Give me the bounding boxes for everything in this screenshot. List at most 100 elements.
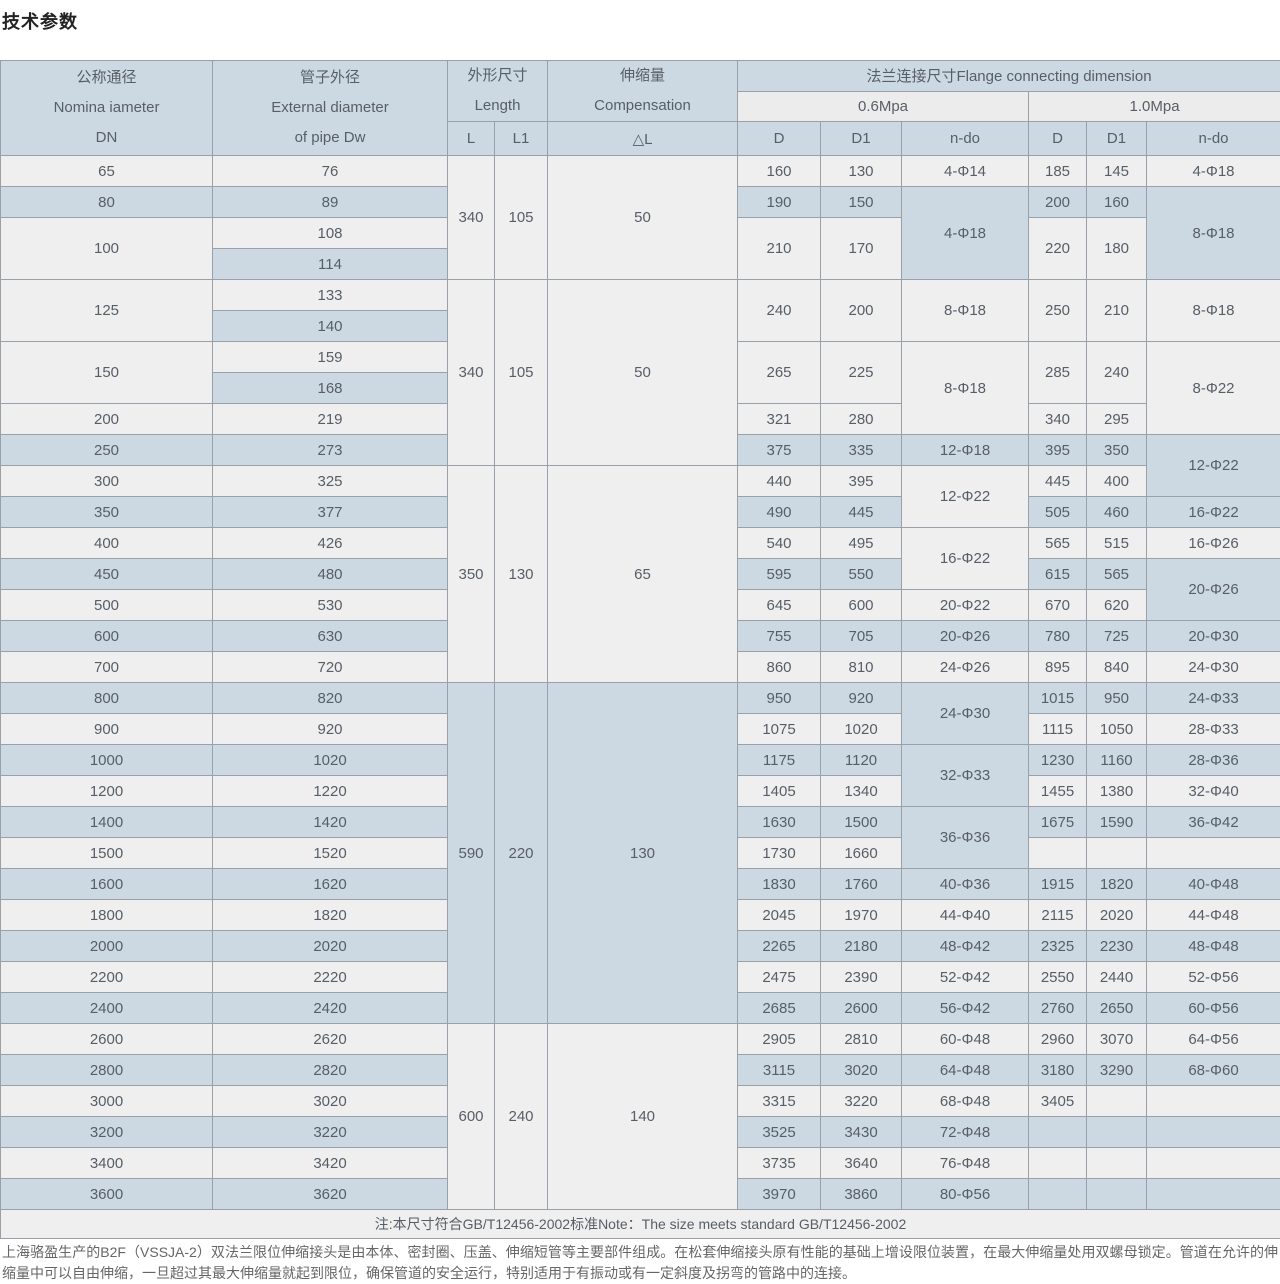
- cell: 36-Φ36: [902, 807, 1029, 869]
- cell: 4-Φ18: [1147, 156, 1280, 187]
- cell: 3860: [821, 1179, 902, 1210]
- cell: 16-Φ26: [1147, 528, 1280, 559]
- cell: 2200: [1, 962, 213, 993]
- cell: 3430: [821, 1117, 902, 1148]
- cell: 920: [821, 683, 902, 714]
- cell: 505: [1029, 497, 1087, 528]
- cell: 8-Φ18: [1147, 280, 1280, 342]
- cell: 3400: [1, 1148, 213, 1179]
- cell: 68-Φ60: [1147, 1055, 1280, 1086]
- cell: 445: [821, 497, 902, 528]
- cell: 540: [738, 528, 821, 559]
- cell: 700: [1, 652, 213, 683]
- page-title: 技术参数: [2, 8, 1280, 34]
- cell: 1915: [1029, 869, 1087, 900]
- cell: 3420: [213, 1148, 448, 1179]
- header-delta-l: △L: [548, 122, 738, 156]
- cell: 64-Φ48: [902, 1055, 1029, 1086]
- cell: 60-Φ56: [1147, 993, 1280, 1024]
- cell: 3620: [213, 1179, 448, 1210]
- cell: 24-Φ30: [902, 683, 1029, 745]
- cell: 1500: [1, 838, 213, 869]
- cell: 1455: [1029, 776, 1087, 807]
- cell: 2230: [1087, 931, 1147, 962]
- cell: 1660: [821, 838, 902, 869]
- cell: 76: [213, 156, 448, 187]
- cell: 3220: [213, 1117, 448, 1148]
- cell: 1220: [213, 776, 448, 807]
- cell: 2220: [213, 962, 448, 993]
- cell: 265: [738, 342, 821, 404]
- cell: 725: [1087, 621, 1147, 652]
- cell: 250: [1, 435, 213, 466]
- cell: 50: [548, 280, 738, 466]
- cell: 1050: [1087, 714, 1147, 745]
- cell: 145: [1087, 156, 1147, 187]
- cell: 3640: [821, 1148, 902, 1179]
- cell: 820: [213, 683, 448, 714]
- cell: 3405: [1029, 1086, 1087, 1117]
- cell: [1087, 1179, 1147, 1210]
- cell: 600: [821, 590, 902, 621]
- cell: 8-Φ18: [902, 280, 1029, 342]
- cell: 1160: [1087, 745, 1147, 776]
- cell: 2400: [1, 993, 213, 1024]
- cell: 595: [738, 559, 821, 590]
- spec-table: 公称通径 Nomina iameter DN 管子外径 External dia…: [0, 60, 1280, 1239]
- header-external-diameter-sym: of pipe Dw: [213, 123, 447, 153]
- cell: 1820: [213, 900, 448, 931]
- cell: 480: [213, 559, 448, 590]
- cell: 44-Φ48: [1147, 900, 1280, 931]
- cell: 2650: [1087, 993, 1147, 1024]
- cell: 1420: [213, 807, 448, 838]
- cell: 150: [821, 187, 902, 218]
- header-length-en: Length: [448, 91, 547, 121]
- cell: 590: [448, 683, 495, 1024]
- cell: 1015: [1029, 683, 1087, 714]
- header-d1-06: D1: [821, 122, 902, 156]
- cell: 2000: [1, 931, 213, 962]
- cell: 1630: [738, 807, 821, 838]
- header-external-diameter-zh: 管子外径: [213, 63, 447, 93]
- cell: 125: [1, 280, 213, 342]
- header-external-diameter-en: External diameter: [213, 93, 447, 123]
- note-row: 注:本尺寸符合GB/T12456-2002标准Note：The size mee…: [1, 1210, 1280, 1239]
- cell: 2475: [738, 962, 821, 993]
- cell: 340: [448, 156, 495, 280]
- cell: 377: [213, 497, 448, 528]
- cell: 12-Φ22: [902, 466, 1029, 528]
- cell: 720: [213, 652, 448, 683]
- cell: 1000: [1, 745, 213, 776]
- cell: 280: [821, 404, 902, 435]
- cell: 2550: [1029, 962, 1087, 993]
- cell: 273: [213, 435, 448, 466]
- footer-paragraph: 上海骆盈生产的B2F（VSSJA-2）双法兰限位伸缩接头是由本体、密封圈、压盖、…: [0, 1242, 1280, 1284]
- cell: [1147, 1148, 1280, 1179]
- cell: 36-Φ42: [1147, 807, 1280, 838]
- cell: 72-Φ48: [902, 1117, 1029, 1148]
- cell: [1147, 1086, 1280, 1117]
- cell: 240: [738, 280, 821, 342]
- header-pressure-10mpa: 1.0Mpa: [1029, 91, 1280, 122]
- cell: 2440: [1087, 962, 1147, 993]
- header-nominal-diameter-zh: 公称通径: [1, 63, 212, 93]
- cell: 89: [213, 187, 448, 218]
- cell: 4-Φ18: [902, 187, 1029, 280]
- cell: 225: [821, 342, 902, 404]
- cell: 8-Φ22: [1147, 342, 1280, 435]
- cell: 340: [1029, 404, 1087, 435]
- cell: 180: [1087, 218, 1147, 280]
- cell: [1147, 838, 1280, 869]
- cell: 130: [495, 466, 548, 683]
- cell: 1175: [738, 745, 821, 776]
- cell: 2390: [821, 962, 902, 993]
- cell: 1730: [738, 838, 821, 869]
- cell: 2760: [1029, 993, 1087, 1024]
- cell: 56-Φ42: [902, 993, 1029, 1024]
- cell: 2810: [821, 1024, 902, 1055]
- cell: 159: [213, 342, 448, 373]
- cell: 3180: [1029, 1055, 1087, 1086]
- cell: 3290: [1087, 1055, 1147, 1086]
